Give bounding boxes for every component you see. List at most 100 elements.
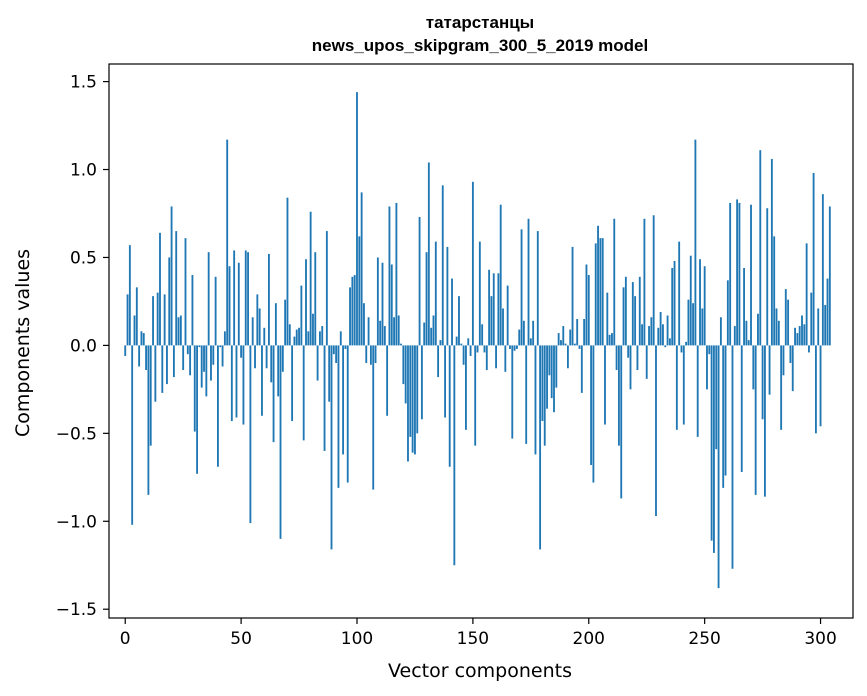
bar — [747, 340, 750, 346]
bar — [562, 326, 565, 346]
bar — [557, 333, 560, 346]
bar — [622, 287, 625, 346]
bar — [228, 266, 231, 346]
bar — [701, 308, 704, 346]
bar — [634, 296, 637, 346]
bar — [553, 345, 555, 413]
bar — [135, 287, 138, 346]
bar — [240, 345, 243, 358]
bar — [393, 317, 396, 346]
x-axis-label: Vector components — [388, 660, 572, 682]
bar — [580, 345, 583, 393]
bar — [196, 345, 198, 474]
bar — [226, 139, 229, 346]
bar — [446, 246, 449, 346]
bar — [740, 345, 743, 473]
bar — [291, 345, 294, 422]
bar — [617, 345, 620, 446]
chart-title-line2: news_upos_skipgram_300_5_2019 model — [312, 36, 648, 55]
bar — [509, 345, 511, 349]
bar — [460, 343, 463, 346]
bar — [237, 262, 240, 346]
bar — [485, 345, 488, 371]
bar — [418, 217, 421, 346]
bar — [277, 345, 280, 397]
bar — [478, 241, 481, 346]
bar — [242, 345, 245, 425]
bar — [736, 199, 739, 346]
bar — [608, 334, 611, 346]
bar — [358, 236, 361, 346]
bar — [142, 333, 145, 346]
bar — [675, 345, 678, 430]
bar — [555, 345, 558, 388]
bar — [186, 345, 189, 355]
bar — [407, 345, 409, 462]
bar — [666, 315, 669, 346]
bar — [627, 345, 630, 358]
bar — [439, 340, 442, 346]
bar — [219, 345, 222, 348]
bar — [611, 333, 613, 346]
y-axis-label: Components values — [12, 249, 34, 437]
bar — [699, 259, 701, 346]
bar — [423, 322, 426, 346]
bar — [576, 319, 579, 346]
bar — [411, 345, 414, 453]
bar — [279, 345, 282, 539]
bar — [249, 345, 252, 524]
bar — [805, 243, 808, 346]
bar — [425, 252, 428, 346]
bar — [682, 345, 685, 425]
bar — [715, 345, 718, 450]
bar — [518, 329, 521, 346]
bar — [214, 276, 217, 346]
bar — [731, 345, 734, 569]
bar — [251, 317, 254, 346]
bar — [383, 326, 386, 346]
bar — [773, 236, 776, 346]
bar — [286, 197, 289, 346]
bar — [696, 345, 699, 437]
bar — [420, 345, 423, 420]
bar — [404, 345, 407, 404]
bar — [395, 202, 398, 346]
x-tick-label: 300 — [804, 629, 836, 649]
bar — [648, 326, 650, 346]
bar — [571, 246, 574, 346]
bar — [217, 345, 219, 467]
bar — [367, 317, 370, 346]
bar — [729, 202, 732, 346]
bar — [550, 345, 553, 399]
bar — [599, 238, 602, 346]
x-axis-ticks: 0 50 100 150 200 250 300 — [120, 618, 837, 649]
bar — [288, 324, 291, 346]
plot-frame — [108, 63, 854, 619]
bar — [191, 275, 194, 346]
bar — [441, 185, 444, 346]
bar — [652, 215, 655, 346]
bar — [671, 268, 674, 346]
bar — [631, 282, 634, 346]
bar — [527, 218, 530, 346]
bar — [564, 343, 567, 346]
bar — [803, 324, 806, 346]
bar — [210, 345, 212, 381]
bar — [664, 345, 667, 348]
bar — [330, 345, 333, 550]
bar — [673, 260, 676, 346]
bar — [453, 345, 456, 566]
bar — [738, 202, 741, 346]
bar — [689, 255, 692, 346]
x-tick-label: 200 — [573, 629, 605, 649]
bar — [198, 345, 201, 348]
bar — [346, 345, 349, 483]
bar — [332, 345, 335, 355]
bar — [156, 292, 159, 346]
bar — [430, 327, 433, 346]
bar — [513, 345, 516, 351]
bar — [636, 345, 639, 371]
bar — [397, 315, 400, 346]
x-tick-label: 150 — [457, 629, 489, 649]
